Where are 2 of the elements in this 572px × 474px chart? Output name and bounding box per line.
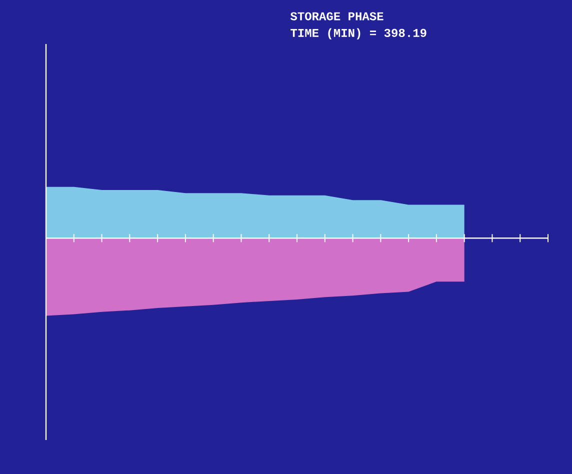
chart-title: STORAGE PHASE bbox=[290, 12, 384, 20]
chart-subtitle: TIME (MIN) = 398.19 bbox=[290, 28, 426, 40]
